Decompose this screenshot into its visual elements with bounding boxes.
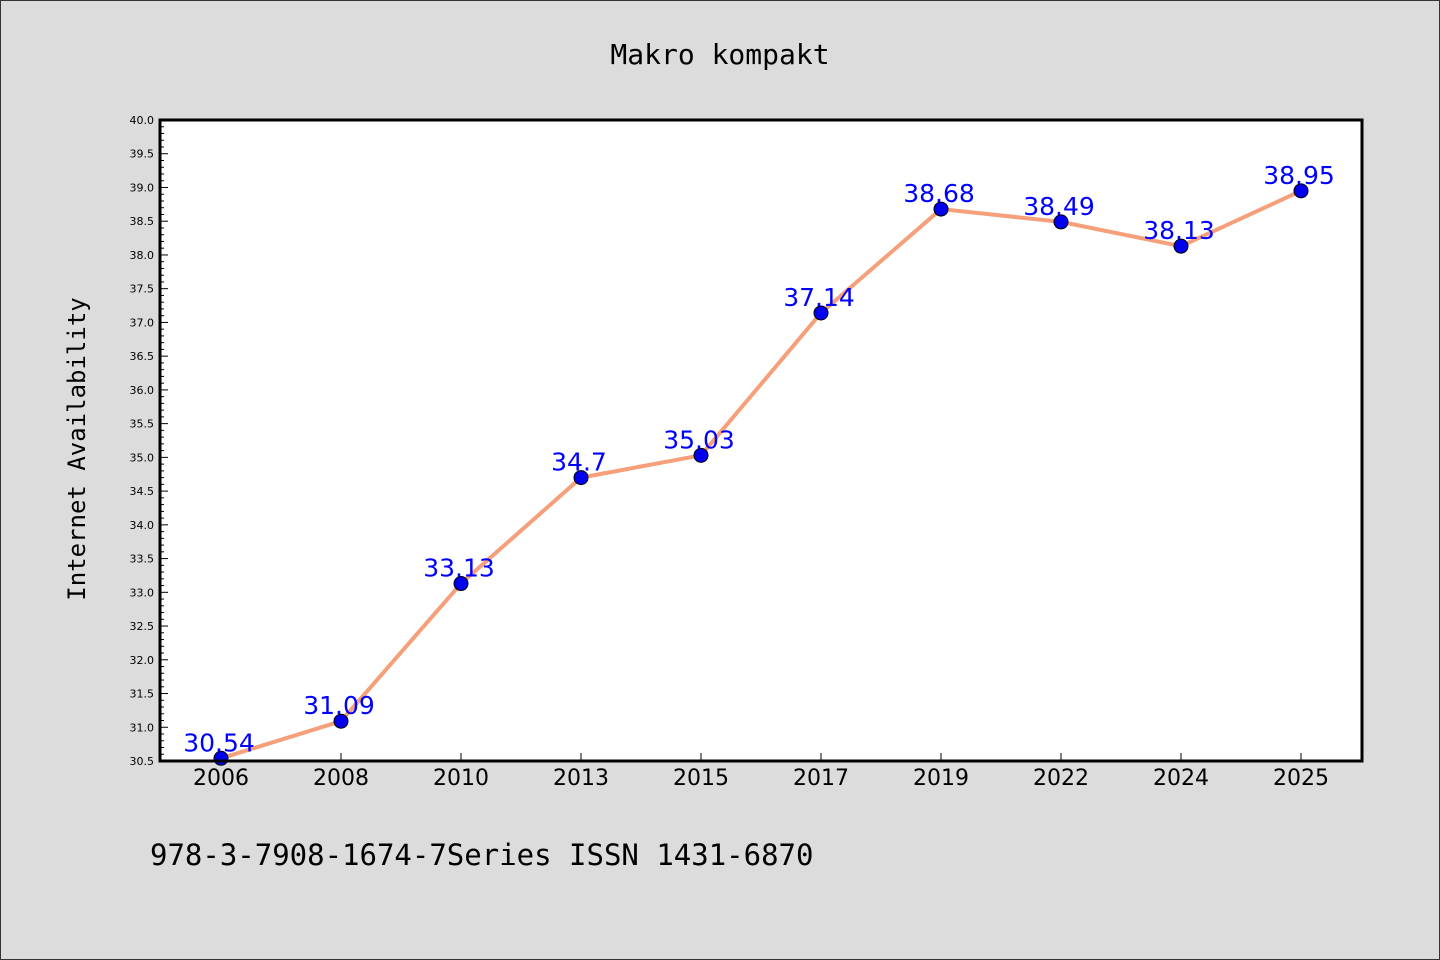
y-tick-label: 31.5 — [130, 688, 155, 701]
data-label: 35.03 — [663, 425, 735, 454]
x-tick-label: 2008 — [313, 766, 369, 791]
y-tick-label: 40.0 — [130, 114, 155, 127]
data-point — [813, 305, 829, 321]
y-tick-label: 36.0 — [130, 384, 155, 397]
y-tick-label: 37.0 — [130, 316, 155, 329]
data-label: 30.54 — [183, 728, 255, 757]
data-label: 31.09 — [303, 691, 375, 720]
x-tick-label: 2013 — [553, 766, 609, 791]
y-tick-label: 38.5 — [130, 215, 155, 228]
x-tick-label: 2015 — [673, 766, 729, 791]
y-tick-label: 34.5 — [130, 485, 155, 498]
x-tick-label: 2019 — [913, 766, 969, 791]
x-axis: 2006 2008 2010 2013 2015 2017 2019 2022 2024 2025 — [193, 753, 1329, 791]
chart-title: Makro kompakt — [610, 38, 829, 71]
y-tick-label: 36.5 — [130, 350, 155, 363]
y-tick-label: 34.0 — [130, 519, 155, 532]
data-point — [693, 447, 709, 463]
data-point — [1293, 183, 1309, 199]
data-point — [1173, 238, 1189, 254]
y-tick-label: 32.0 — [130, 654, 155, 667]
x-tick-label: 2024 — [1153, 766, 1209, 791]
data-labels: 30.54 31.09 33.13 34.7 35.03 37.14 38.68 38.49 3… — [183, 161, 1335, 757]
y-tick-label: 31.0 — [130, 721, 155, 734]
x-tick-label: 2022 — [1033, 766, 1089, 791]
data-label: 38.95 — [1263, 161, 1335, 190]
y-tick-label: 35.5 — [130, 418, 155, 431]
y-tick-label: 38.0 — [130, 249, 155, 262]
data-point — [333, 713, 349, 729]
x-tick-label: 2010 — [433, 766, 489, 791]
y-tick-label: 39.5 — [130, 148, 155, 161]
y-tick-label: 33.5 — [130, 553, 155, 566]
y-tick-label: 30.5 — [130, 755, 155, 768]
y-axis-label: Internet Availability — [63, 297, 91, 600]
series-layer — [213, 183, 1309, 766]
y-tick-label: 37.5 — [130, 283, 155, 296]
data-label: 33.13 — [423, 554, 495, 583]
data-label: 38.13 — [1143, 216, 1215, 245]
data-label: 38.49 — [1023, 192, 1095, 221]
data-label: 34.7 — [551, 448, 607, 477]
x-tick-label: 2006 — [193, 766, 249, 791]
data-point — [453, 576, 469, 592]
y-tick-label: 39.0 — [130, 181, 155, 194]
data-label: 37.14 — [783, 283, 855, 312]
series-line — [219, 188, 1303, 761]
data-point — [1053, 214, 1069, 230]
y-tick-label: 33.0 — [130, 586, 155, 599]
x-tick-label: 2025 — [1273, 766, 1329, 791]
data-label: 38.68 — [903, 179, 975, 208]
footer-isbn-text: 978-3-7908-1674-7Series ISSN 1431-6870 — [150, 838, 813, 872]
plot-frame — [158, 118, 1364, 763]
x-tick-label: 2017 — [793, 766, 849, 791]
data-point — [573, 470, 589, 486]
plot-area — [160, 120, 1362, 761]
data-point — [933, 201, 949, 217]
y-axis: 30.5 31.0 31.5 32.0 32.5 33.0 33.5 34.0 34.5 35.0… — [130, 114, 168, 768]
y-tick-label: 35.0 — [130, 451, 155, 464]
y-tick-label: 32.5 — [130, 620, 155, 633]
